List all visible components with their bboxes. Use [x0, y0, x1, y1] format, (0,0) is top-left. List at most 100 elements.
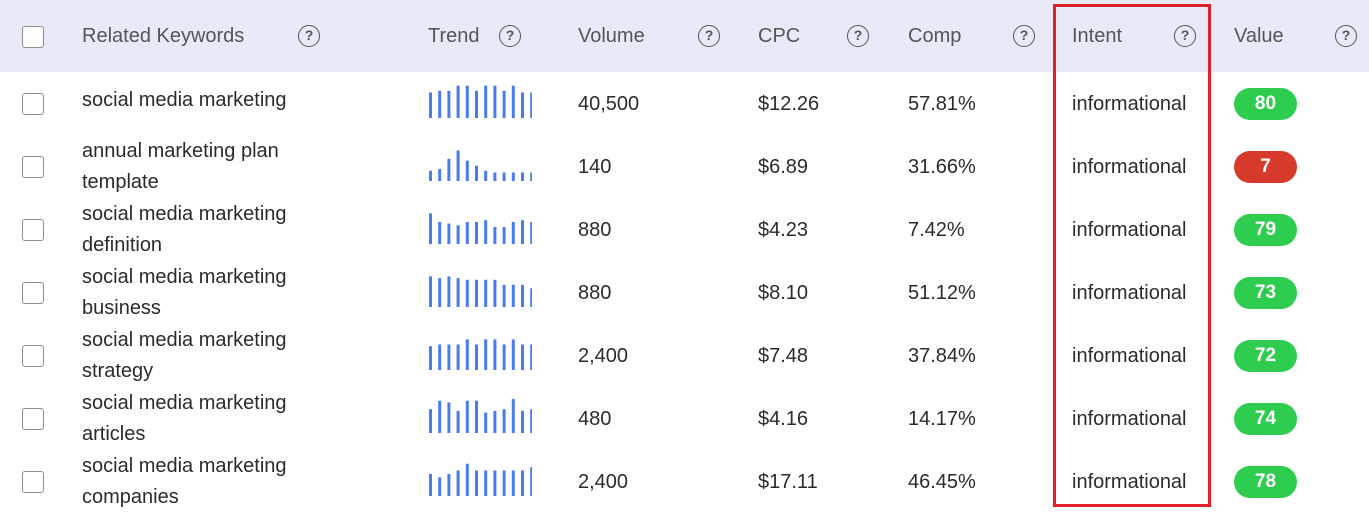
comp-value: 37.84% — [908, 345, 976, 367]
trend-bar — [475, 279, 478, 307]
header-intent[interactable]: Intent — [1072, 25, 1123, 47]
row-checkbox[interactable] — [22, 156, 44, 178]
keyword-line-1: social media marketing — [82, 455, 287, 477]
table-row: social media marketing companies 2,400 $17.… — [0, 450, 1369, 513]
volume-value: 2,400 — [578, 345, 629, 367]
trend-bar — [447, 158, 451, 181]
trend-bar — [511, 221, 515, 244]
keyword-text[interactable]: social media marketing business — [82, 262, 312, 324]
header-trend[interactable]: Trend — [428, 25, 480, 47]
cpc-value: $6.89 — [758, 156, 809, 178]
row-checkbox[interactable] — [22, 282, 44, 304]
trend-bar — [511, 284, 515, 307]
trend-bar — [502, 470, 506, 496]
keyword-help-icon[interactable]: ? — [298, 25, 320, 47]
trend-bar — [511, 172, 515, 181]
select-all-checkbox[interactable] — [22, 26, 44, 48]
trend-bar — [438, 169, 442, 181]
trend-bar — [475, 470, 478, 496]
header-cpc[interactable]: CPC — [758, 25, 801, 47]
header-comp[interactable]: Comp — [908, 25, 962, 47]
table-row: social media marketing articles 480 $4.16 14… — [0, 387, 1369, 450]
trend-bar — [456, 410, 460, 433]
trend-bar — [521, 284, 524, 307]
trend-bar — [456, 150, 460, 181]
table-row: social media marketing definition 880 $4.23… — [0, 198, 1369, 261]
trend-bar — [484, 470, 488, 496]
value-score-badge: 74 — [1234, 403, 1297, 435]
comp-value: 51.12% — [908, 282, 976, 304]
intent-value: informational — [1072, 93, 1187, 115]
trend-bar — [429, 409, 432, 433]
trend-sparkline — [429, 150, 532, 181]
trend-bar — [502, 284, 506, 307]
keyword-line-2: strategy — [82, 360, 154, 382]
trend-bar — [530, 288, 532, 307]
keyword-text[interactable]: social media marketing companies — [82, 451, 312, 513]
trend-sparkline — [429, 399, 532, 433]
keyword-line-1: social media marketing — [82, 392, 287, 414]
header-value[interactable]: Value — [1234, 25, 1284, 47]
trend-sparkline — [429, 85, 532, 118]
trend-bar — [521, 92, 524, 118]
keyword-text[interactable]: social media marketing strategy — [82, 325, 312, 387]
keyword-line-2: companies — [82, 486, 179, 508]
header-related-keywords[interactable]: Related Keywords — [82, 25, 245, 47]
trend-bar — [493, 470, 497, 496]
trend-help-icon[interactable]: ? — [499, 25, 521, 47]
row-checkbox[interactable] — [22, 219, 44, 241]
keyword-text[interactable]: social media marketing articles — [82, 388, 312, 450]
trend-bar — [493, 85, 497, 118]
trend-bar — [456, 225, 460, 244]
trend-bar — [511, 85, 515, 118]
trend-bar — [447, 402, 451, 433]
trend-bar — [438, 400, 442, 433]
intent-value: informational — [1072, 408, 1187, 430]
keyword-line-1: annual marketing plan — [82, 140, 279, 162]
trend-bar — [521, 220, 524, 244]
trend-bar — [521, 172, 524, 181]
trend-bar — [429, 92, 432, 118]
keyword-text[interactable]: annual marketing plan template — [82, 136, 312, 198]
trend-bar — [502, 172, 506, 181]
trend-bar — [465, 221, 469, 244]
comp-value: 57.81% — [908, 93, 976, 115]
keyword-text[interactable]: social media marketing definition — [82, 199, 312, 261]
table-row: social media marketing 40,500 $12.26 57.81%… — [0, 72, 1369, 135]
trend-bar — [465, 160, 469, 181]
cpc-value: $4.23 — [758, 219, 809, 241]
trend-bar — [530, 172, 532, 181]
cpc-value: $7.48 — [758, 345, 809, 367]
keyword-line-1: social media marketing — [82, 203, 287, 225]
cpc-value: $17.11 — [758, 471, 818, 493]
trend-bar — [493, 227, 497, 244]
cpc-help-icon[interactable]: ? — [847, 25, 869, 47]
value-help-icon[interactable]: ? — [1335, 25, 1357, 47]
comp-help-icon[interactable]: ? — [1013, 25, 1035, 47]
trend-bar — [484, 412, 488, 433]
intent-help-icon[interactable]: ? — [1174, 25, 1196, 47]
trend-bar — [465, 463, 469, 496]
trend-bar — [447, 344, 451, 370]
trend-bar — [438, 278, 442, 307]
keyword-line-2: template — [82, 171, 159, 193]
volume-value: 880 — [578, 282, 612, 304]
row-checkbox[interactable] — [22, 93, 44, 115]
row-checkbox[interactable] — [22, 408, 44, 430]
table-row: social media marketing strategy 2,400 $7.48… — [0, 324, 1369, 387]
intent-value: informational — [1072, 345, 1187, 367]
trend-bar — [438, 477, 442, 496]
trend-bar — [465, 85, 469, 118]
trend-bar — [530, 409, 532, 433]
trend-bar — [511, 470, 515, 496]
trend-sparkline — [429, 339, 532, 370]
row-checkbox[interactable] — [22, 345, 44, 367]
volume-help-icon[interactable]: ? — [698, 25, 720, 47]
comp-value: 14.17% — [908, 408, 976, 430]
trend-bar — [447, 276, 451, 307]
header-volume[interactable]: Volume — [578, 25, 645, 47]
keyword-text[interactable]: social media marketing — [82, 85, 312, 116]
row-checkbox[interactable] — [22, 471, 44, 493]
cpc-value: $8.10 — [758, 282, 809, 304]
trend-bar — [429, 473, 432, 496]
